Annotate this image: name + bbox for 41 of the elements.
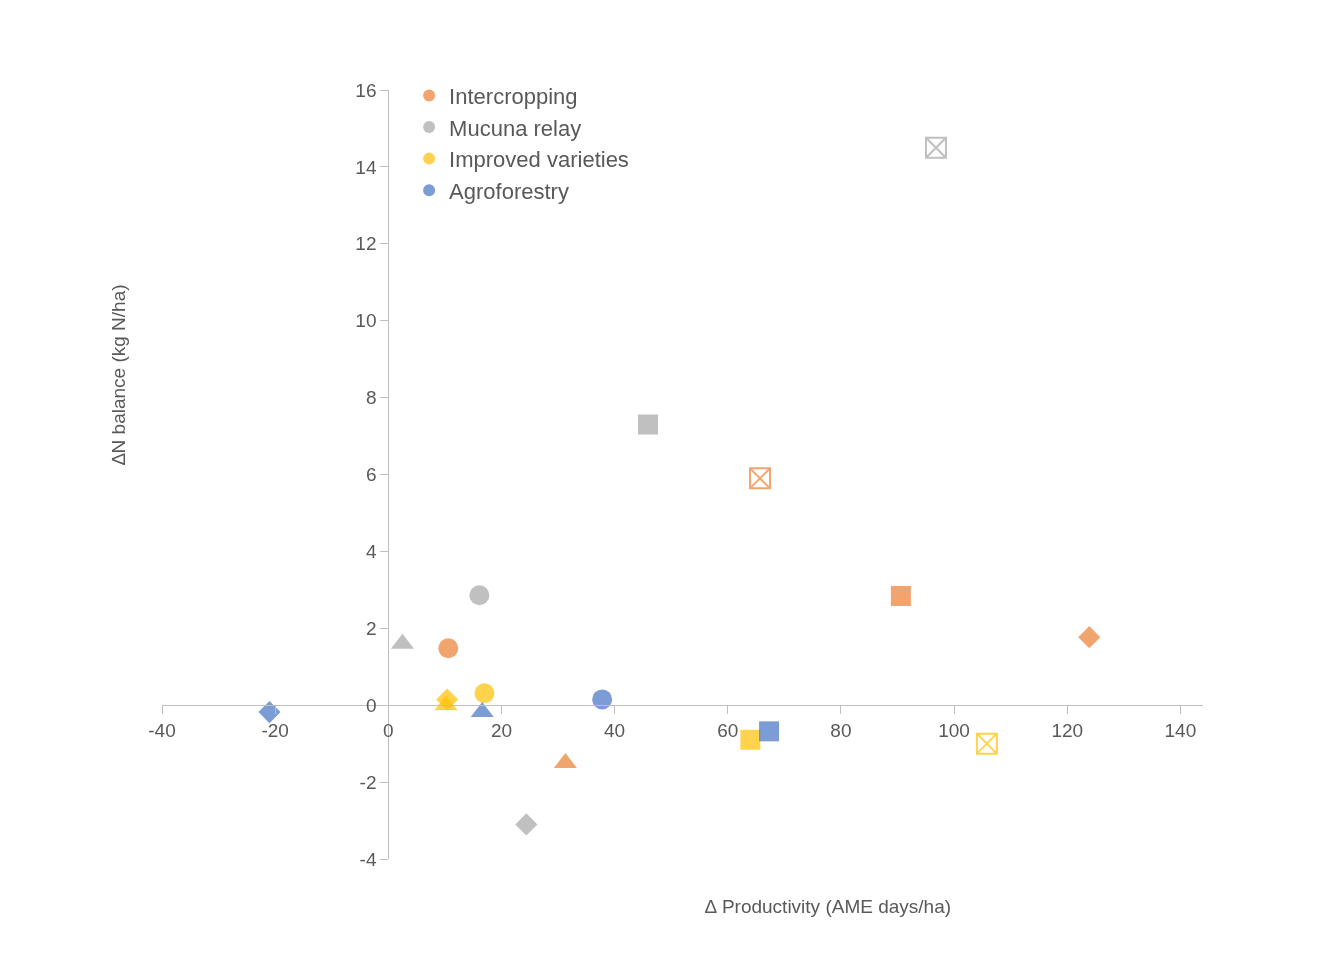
x-tick-label: -20 [261, 720, 289, 741]
x-tick-label: 140 [1164, 720, 1197, 741]
y-tick-label: 8 [365, 387, 377, 409]
x-tick-label: 80 [830, 720, 852, 741]
point [1078, 626, 1101, 649]
x-axis-title: ∆ Productivity (AME days/ha) [705, 896, 952, 917]
y-tick-label: 6 [365, 464, 377, 486]
x-tick-label: 60 [717, 720, 739, 741]
point [924, 136, 947, 159]
x-tick-label: 100 [938, 720, 970, 741]
y-tick-label: 14 [355, 156, 377, 178]
y-tick-label: 10 [355, 310, 377, 332]
legend-label: Intercropping [449, 84, 578, 109]
x-tick-label: -40 [148, 720, 176, 741]
y-axis-title: ∆N balance (kg N/ha) [107, 284, 129, 466]
y-tick-label: -2 [359, 771, 377, 793]
y-tick-label: -4 [359, 848, 377, 870]
point [438, 638, 459, 659]
x-tick-label: 120 [1051, 720, 1084, 741]
legend-label: Agroforestry [449, 178, 569, 204]
point [592, 689, 613, 710]
x-tick-label: 0 [383, 720, 394, 741]
point [474, 683, 495, 704]
point [258, 701, 281, 724]
point [890, 586, 911, 606]
y-tick-label: 4 [365, 541, 377, 563]
y-tick-label: 2 [365, 617, 377, 639]
point [759, 721, 780, 742]
x-tick-label: 40 [604, 720, 626, 741]
y-tick-label: 0 [365, 694, 377, 716]
point [515, 813, 538, 836]
point [740, 729, 761, 750]
point [749, 467, 772, 490]
point [637, 414, 658, 435]
legend-label: Mucuna relay [449, 115, 582, 141]
x-tick-label: 20 [490, 720, 513, 741]
y-tick-label: 16 [355, 79, 377, 101]
y-tick-label: 12 [355, 233, 377, 255]
legend-label: Improved varieties [449, 147, 629, 173]
point [469, 585, 490, 606]
point [975, 732, 998, 755]
